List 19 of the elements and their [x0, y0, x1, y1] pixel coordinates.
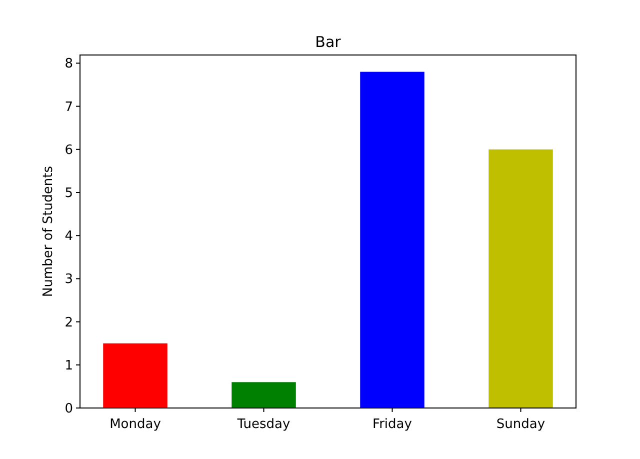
y-tick-label: 7	[64, 100, 73, 115]
x-tick-label: Monday	[110, 417, 162, 432]
x-tick-label: Tuesday	[236, 417, 290, 432]
chart-title: Bar	[315, 33, 342, 51]
x-tick-label: Friday	[372, 417, 412, 432]
y-tick-label: 8	[64, 56, 73, 72]
bar	[232, 382, 296, 408]
y-tick-label: 4	[64, 229, 73, 244]
y-tick-label: 0	[64, 402, 73, 417]
y-tick-label: 6	[64, 142, 73, 158]
y-tick-label: 2	[64, 315, 73, 330]
x-tick-label: Sunday	[496, 417, 546, 432]
y-tick-label: 5	[64, 186, 73, 202]
y-tick-label: 3	[64, 272, 73, 288]
bar	[103, 343, 168, 408]
y-axis-title: Number of Students	[41, 166, 56, 297]
bar	[488, 149, 553, 408]
bar	[360, 72, 424, 408]
y-tick-label: 1	[64, 358, 73, 374]
